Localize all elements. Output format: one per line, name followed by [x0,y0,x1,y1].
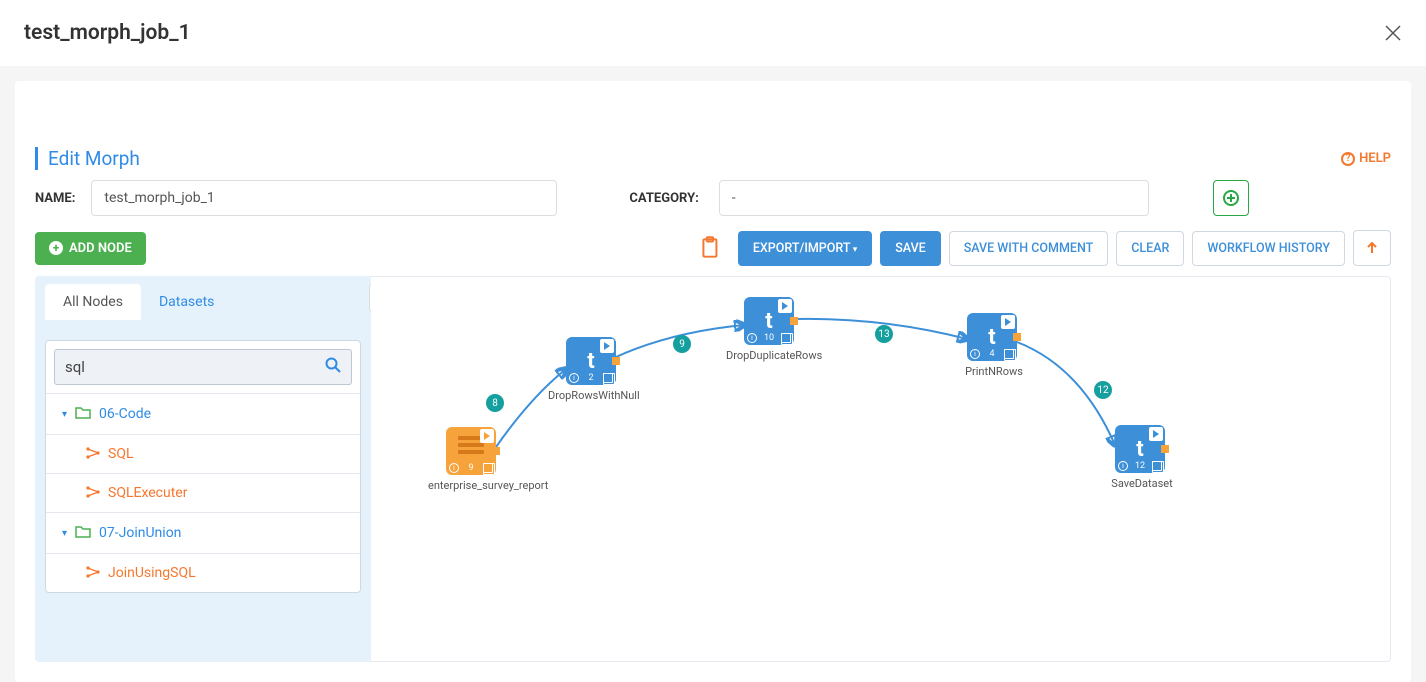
node-num: 2 [588,373,593,383]
help-icon: ? [1341,152,1355,166]
tree-item-label: JoinUsingSQL [108,565,196,581]
tree-cat-label: 07-JoinUnion [99,525,181,541]
copy-icon[interactable] [483,463,493,473]
edge-badge: 8 [486,394,504,412]
plus-circle-icon [1223,190,1239,206]
arrow-up-icon [1365,241,1379,255]
tree-cat-label: 06-Code [99,406,151,422]
chevron-down-icon: ▾ [62,409,67,420]
chevron-down-icon: ▾ [62,528,67,539]
tree-item-label: SQLExecuter [108,485,187,501]
copy-icon[interactable] [781,333,791,343]
tree-item[interactable]: JoinUsingSQL [46,554,360,592]
node-label: DropDuplicateRows [726,349,816,362]
flow-node-n1[interactable]: i9enterprise_survey_report [446,427,500,492]
upload-button[interactable] [1353,230,1391,266]
output-port[interactable] [492,447,500,455]
edge-badge: 9 [673,335,691,353]
node-label: PrintNRows [949,365,1039,378]
play-icon[interactable] [778,299,792,313]
info-icon[interactable]: i [569,373,579,383]
play-icon[interactable] [600,339,614,353]
save-button[interactable]: SAVE [880,231,940,266]
section-title: Edit Morph [35,147,140,170]
node-sidebar: All Nodes Datasets [35,276,371,662]
node-icon [86,447,100,462]
node-icon [86,486,100,501]
output-port[interactable] [1161,445,1169,453]
copy-icon[interactable] [603,373,613,383]
edge-badge: 12 [1094,381,1112,399]
flow-node-n4[interactable]: ti4PrintNRows [967,313,1021,378]
plus-icon: + [49,241,63,255]
page-title: test_morph_job_1 [24,21,191,45]
info-icon[interactable]: i [747,333,757,343]
tab-datasets[interactable]: Datasets [141,284,232,320]
help-link[interactable]: ? HELP [1341,151,1391,166]
name-input[interactable] [91,180,557,216]
clear-button[interactable]: CLEAR [1116,231,1184,266]
flow-node-n5[interactable]: ti12SaveDataset [1115,425,1169,490]
name-label: NAME: [35,191,75,206]
close-icon[interactable] [1384,24,1402,42]
info-icon[interactable]: i [1118,461,1128,471]
search-input-wrap [54,349,352,385]
tree-item[interactable]: SQL [46,435,360,474]
folder-icon [75,405,91,423]
edge-badge: 13 [875,325,893,343]
add-category-button[interactable] [1213,180,1249,216]
node-num: 12 [1135,461,1145,471]
flow-node-n3[interactable]: ti10DropDuplicateRows [744,297,798,362]
folder-icon [75,524,91,542]
node-icon [86,566,100,581]
title-bar: test_morph_job_1 [0,0,1426,66]
node-num: 4 [989,349,994,359]
node-label: SaveDataset [1097,477,1187,490]
flow-node-n2[interactable]: ti2DropRowsWithNull [566,337,620,402]
node-label: DropRowsWithNull [548,389,638,402]
play-icon[interactable] [480,429,494,443]
main-panel: Edit Morph ? HELP NAME: CATEGORY: + ADD … [15,81,1411,682]
add-node-label: ADD NODE [69,241,132,256]
copy-icon[interactable] [1152,461,1162,471]
category-label: CATEGORY: [629,191,698,206]
search-icon[interactable] [325,357,341,377]
tree-category[interactable]: ▾ 07-JoinUnion [46,513,360,554]
save-comment-button[interactable]: SAVE WITH COMMENT [949,231,1109,266]
output-port[interactable] [790,317,798,325]
clipboard-icon[interactable] [698,235,724,261]
info-icon[interactable]: i [970,349,980,359]
tree-item-label: SQL [108,446,133,462]
output-port[interactable] [1013,333,1021,341]
output-port[interactable] [612,357,620,365]
node-label: enterprise_survey_report [428,479,518,492]
tree-item[interactable]: SQLExecuter [46,474,360,513]
info-icon[interactable]: i [449,463,459,473]
play-icon[interactable] [1149,427,1163,441]
node-num: 9 [468,463,473,473]
history-button[interactable]: WORKFLOW HISTORY [1192,231,1345,266]
copy-icon[interactable] [1004,349,1014,359]
workflow-canvas[interactable]: 8 9 13 12 i9enterprise_survey_reportti2D… [371,276,1391,662]
help-label: HELP [1359,151,1391,166]
export-import-button[interactable]: EXPORT/IMPORT [738,231,872,266]
tree-category[interactable]: ▾ 06-Code [46,394,360,435]
tab-all-nodes[interactable]: All Nodes [45,284,141,320]
add-node-button[interactable]: + ADD NODE [35,232,146,265]
search-input[interactable] [65,358,325,376]
category-input[interactable] [719,180,1149,216]
node-num: 10 [764,333,774,343]
play-icon[interactable] [1001,315,1015,329]
